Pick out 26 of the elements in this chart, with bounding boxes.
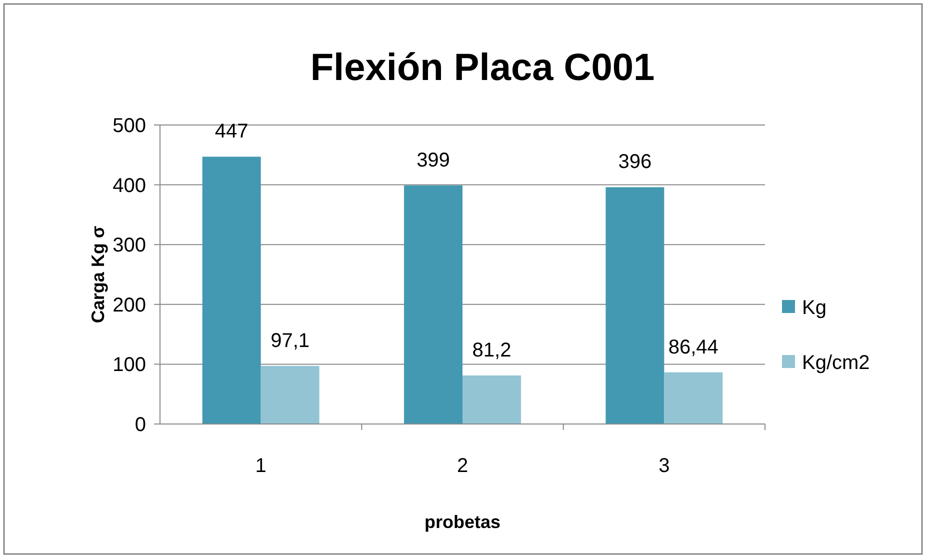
y-tick-label: 400 [112,174,146,197]
y-tick-label: 100 [112,354,146,376]
y-axis-title: Carga Kg σ [88,226,108,324]
x-tick-label: 1 [255,455,266,477]
chart-title: Flexión Placa C001 [310,47,655,89]
bar [260,366,320,424]
x-tick-label: 3 [658,455,670,477]
data-label: 97,1 [270,330,310,352]
data-label: 396 [618,151,652,174]
data-label: 81,2 [472,339,512,362]
x-axis-title: probetas [424,512,501,532]
y-tick-label: 200 [112,294,146,316]
bar [606,187,664,424]
y-tick-label: 0 [134,414,146,436]
y-tick-label: 500 [112,115,146,137]
data-label: 399 [416,149,450,172]
x-tick-label: 2 [456,455,468,477]
bar [664,372,723,424]
data-label: 447 [214,120,248,143]
legend-label: Kg/cm2 [802,352,870,374]
y-tick-label: 300 [112,234,146,257]
bar [404,185,462,424]
bar [202,156,261,424]
legend-label: Kg [802,297,826,319]
bar [462,375,521,424]
data-label: 86,44 [668,336,718,358]
